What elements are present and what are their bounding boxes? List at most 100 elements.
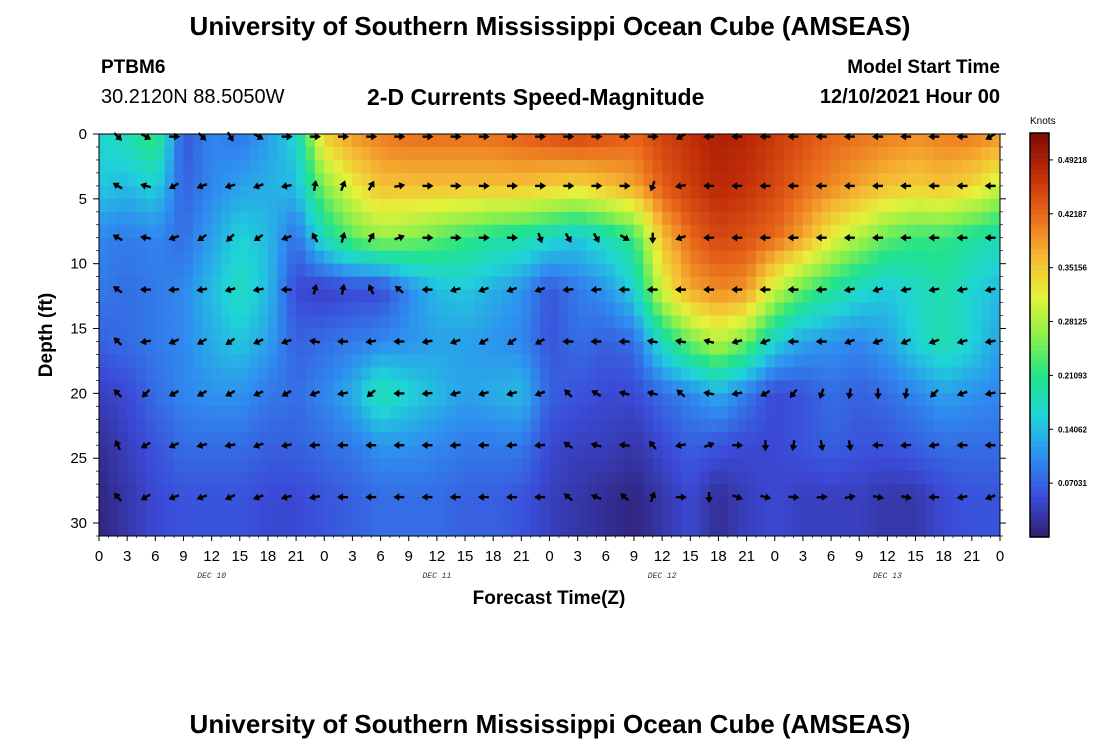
heatmap-cell — [174, 263, 185, 278]
heatmap-cell — [117, 380, 128, 394]
heatmap-cell — [549, 419, 560, 433]
heatmap-cell — [371, 523, 382, 536]
heatmap-cell — [924, 185, 935, 200]
heatmap-cell — [859, 367, 870, 381]
heatmap-cell — [117, 432, 128, 446]
heatmap-cell — [314, 185, 325, 200]
heatmap-cell — [164, 419, 175, 433]
heatmap-cell — [408, 393, 419, 407]
current-arrow — [619, 132, 631, 141]
heatmap-cell — [427, 393, 438, 407]
heatmap-cell — [934, 523, 945, 536]
heatmap-cell — [652, 380, 663, 394]
heatmap-cell — [380, 419, 391, 433]
heatmap-cell — [324, 419, 335, 433]
current-arrow — [365, 337, 377, 346]
heatmap-cell — [906, 367, 917, 381]
heatmap-cell — [540, 497, 551, 511]
heatmap-cell — [127, 315, 138, 330]
heatmap-cell — [427, 315, 438, 330]
heatmap-cell — [877, 250, 888, 265]
heatmap-cell — [671, 497, 682, 511]
heatmap-cell — [155, 263, 166, 278]
heatmap-cell — [389, 198, 400, 213]
heatmap-cell — [530, 354, 541, 369]
heatmap-cell — [765, 432, 776, 446]
heatmap-cell — [418, 419, 429, 433]
heatmap-cell — [267, 354, 278, 369]
heatmap-cell — [277, 393, 288, 407]
heatmap-cell — [136, 510, 147, 524]
heatmap-cell — [746, 289, 757, 304]
heatmap-cell — [483, 458, 494, 472]
heatmap-cell — [633, 419, 644, 433]
heatmap-cell — [680, 445, 691, 459]
heatmap-cell — [549, 445, 560, 459]
heatmap-cell — [821, 250, 832, 265]
current-arrow — [761, 440, 770, 452]
heatmap-cell — [924, 445, 935, 459]
heatmap-cell — [446, 367, 457, 381]
heatmap-cell — [361, 134, 372, 148]
heatmap-cell — [868, 432, 879, 446]
heatmap-cell — [164, 263, 175, 278]
heatmap-cell — [877, 224, 888, 239]
heatmap-cell — [540, 484, 551, 498]
heatmap-cell — [333, 302, 344, 317]
heatmap-cell — [924, 380, 935, 394]
heatmap-cell — [164, 146, 175, 161]
heatmap-cell — [680, 276, 691, 291]
heatmap-cell — [680, 484, 691, 498]
heatmap-cell — [887, 146, 898, 161]
heatmap-cell — [981, 289, 992, 304]
heatmap-cell — [718, 198, 729, 213]
heatmap-cell — [296, 134, 307, 148]
heatmap-cell — [239, 354, 250, 369]
heatmap-cell — [99, 289, 109, 304]
colorbar-swatch — [1030, 531, 1049, 538]
heatmap-cell — [943, 134, 954, 148]
heatmap-cell — [924, 419, 935, 433]
heatmap-cell — [774, 419, 785, 433]
heatmap-cell — [971, 237, 982, 252]
heatmap-cell — [305, 198, 316, 213]
heatmap-cell — [192, 406, 203, 420]
heatmap-cell — [361, 328, 372, 343]
heatmap-cell — [652, 445, 663, 459]
heatmap-cell — [474, 250, 485, 265]
heatmap-cell — [699, 224, 710, 239]
heatmap-cell — [859, 211, 870, 226]
heatmap-cell — [981, 419, 992, 433]
heatmap-cell — [718, 484, 729, 498]
heatmap-cell — [671, 328, 682, 343]
heatmap-cell — [624, 289, 635, 304]
heatmap-cell — [877, 172, 888, 187]
heatmap-cell — [324, 315, 335, 330]
heatmap-cell — [568, 497, 579, 511]
heatmap-cell — [549, 263, 560, 278]
heatmap-cell — [821, 523, 832, 536]
heatmap-cell — [690, 432, 701, 446]
heatmap-cell — [389, 406, 400, 420]
heatmap-cell — [615, 250, 626, 265]
heatmap-cell — [849, 237, 860, 252]
heatmap-cell — [718, 134, 729, 148]
heatmap-cell — [765, 134, 776, 148]
heatmap-cell — [831, 134, 842, 148]
heatmap-cell — [558, 289, 569, 304]
colorbar-swatch — [1030, 436, 1049, 442]
heatmap-cell — [643, 146, 654, 161]
heatmap-cell — [812, 445, 823, 459]
heatmap-cell — [361, 432, 372, 446]
heatmap-cell — [549, 393, 560, 407]
heatmap-cell — [521, 250, 532, 265]
heatmap-cell — [671, 276, 682, 291]
current-arrow — [280, 493, 292, 501]
heatmap-cell — [924, 134, 935, 148]
heatmap-cell — [690, 393, 701, 407]
heatmap-cell — [896, 367, 907, 381]
heatmap-cell — [924, 146, 935, 161]
heatmap-cell — [380, 471, 391, 485]
heatmap-cell — [474, 419, 485, 433]
heatmap-cell — [558, 471, 569, 485]
